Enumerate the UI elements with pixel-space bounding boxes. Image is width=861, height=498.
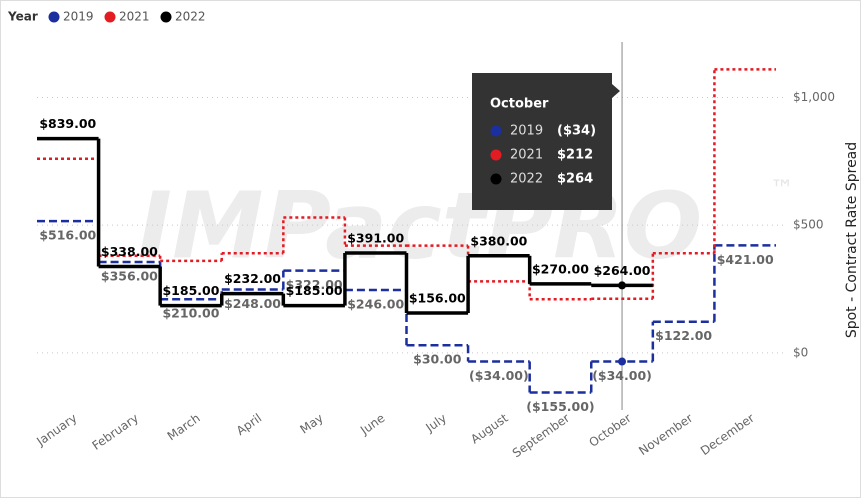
data-label: $322.00 <box>286 277 343 292</box>
tooltip-marker <box>490 149 502 161</box>
legend-title: Year <box>7 10 38 24</box>
tooltip-marker <box>490 173 502 185</box>
data-label: $246.00 <box>347 297 404 312</box>
data-label: $264.00 <box>594 263 651 278</box>
y-tick-label: $0 <box>793 345 808 359</box>
tooltip-value: $264 <box>557 172 593 187</box>
data-label: $421.00 <box>717 252 774 267</box>
y-axis-title: Spot - Contract Rate Spread <box>844 142 860 338</box>
tooltip-key: 2019 <box>510 124 543 139</box>
data-label: $156.00 <box>409 291 466 306</box>
legend-label: 2019 <box>63 10 94 24</box>
data-label: ($155.00) <box>526 399 594 414</box>
data-label: $185.00 <box>286 283 343 298</box>
data-label: $122.00 <box>655 328 712 343</box>
data-label: $380.00 <box>470 233 527 248</box>
data-label: $356.00 <box>101 268 158 283</box>
tooltip-value: $212 <box>557 148 593 163</box>
data-label: $839.00 <box>39 116 96 131</box>
data-label: $270.00 <box>532 261 589 276</box>
hover-marker <box>618 357 627 366</box>
data-label: ($34.00) <box>592 368 652 383</box>
y-tick-label: $500 <box>793 218 824 232</box>
data-label: $210.00 <box>162 306 219 321</box>
tooltip-value: ($34) <box>557 124 596 139</box>
tooltip-title: October <box>490 97 549 112</box>
legend-marker <box>160 11 172 23</box>
tooltip-key: 2021 <box>510 148 543 163</box>
data-label: $185.00 <box>162 283 219 298</box>
data-label: $391.00 <box>347 231 404 246</box>
legend-marker <box>48 11 60 23</box>
legend-marker <box>104 11 116 23</box>
watermark-mark: ™ <box>770 175 794 203</box>
tooltip-arrow <box>612 84 620 98</box>
data-label: $516.00 <box>39 228 96 243</box>
y-tick-label: $1,000 <box>793 90 835 104</box>
tooltip-marker <box>490 125 502 137</box>
data-label: $30.00 <box>413 352 462 367</box>
tooltip-box <box>472 73 612 210</box>
data-label: $232.00 <box>224 271 281 286</box>
tooltip-key: 2022 <box>510 172 543 187</box>
series-line <box>37 136 653 315</box>
legend-label: 2021 <box>119 10 150 24</box>
legend-label: 2022 <box>175 10 206 24</box>
data-label: $338.00 <box>101 244 158 259</box>
tooltip: October 2019 ($34) 2021 $212 2022 $264 <box>472 73 620 210</box>
data-label: ($34.00) <box>469 368 529 383</box>
data-label: $248.00 <box>224 296 281 311</box>
hover-marker <box>618 281 627 290</box>
